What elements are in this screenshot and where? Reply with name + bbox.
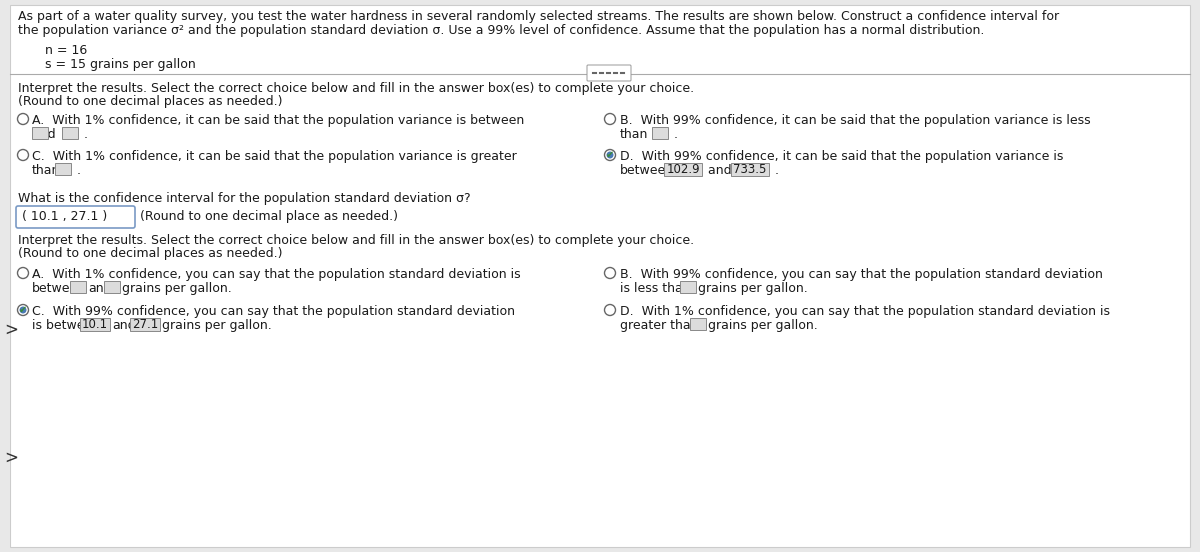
Text: is less than: is less than xyxy=(620,282,691,295)
Text: C.  With 1% confidence, it can be said that the population variance is greater: C. With 1% confidence, it can be said th… xyxy=(32,150,517,163)
Text: greater than: greater than xyxy=(620,319,698,332)
Text: ✔: ✔ xyxy=(606,150,614,160)
FancyBboxPatch shape xyxy=(690,318,706,330)
Text: (Round to one decimal places as needed.): (Round to one decimal places as needed.) xyxy=(18,247,282,260)
Text: A.  With 1% confidence, it can be said that the population variance is between: A. With 1% confidence, it can be said th… xyxy=(32,114,524,127)
Text: D.  With 99% confidence, it can be said that the population variance is: D. With 99% confidence, it can be said t… xyxy=(620,150,1063,163)
Text: Interpret the results. Select the correct choice below and fill in the answer bo: Interpret the results. Select the correc… xyxy=(18,234,694,247)
Text: between: between xyxy=(32,282,86,295)
FancyBboxPatch shape xyxy=(70,281,86,293)
Text: B.  With 99% confidence, you can say that the population standard deviation: B. With 99% confidence, you can say that… xyxy=(620,268,1103,281)
FancyBboxPatch shape xyxy=(104,281,120,293)
Text: grains per gallon.: grains per gallon. xyxy=(708,319,817,332)
Text: (Round to one decimal places as needed.): (Round to one decimal places as needed.) xyxy=(18,95,282,108)
FancyBboxPatch shape xyxy=(32,127,48,139)
Text: ✔: ✔ xyxy=(19,305,28,315)
FancyBboxPatch shape xyxy=(0,0,10,552)
Text: >: > xyxy=(4,321,18,339)
Text: than: than xyxy=(32,164,60,177)
Text: grains per gallon.: grains per gallon. xyxy=(122,282,232,295)
Text: 10.1: 10.1 xyxy=(82,318,108,331)
Text: What is the confidence interval for the population standard deviation σ?: What is the confidence interval for the … xyxy=(18,192,470,205)
FancyBboxPatch shape xyxy=(55,163,71,175)
FancyBboxPatch shape xyxy=(130,318,160,331)
FancyBboxPatch shape xyxy=(80,318,110,331)
Text: and: and xyxy=(112,319,136,332)
FancyBboxPatch shape xyxy=(10,5,1190,547)
Text: 102.9: 102.9 xyxy=(666,163,700,176)
Text: 733.5: 733.5 xyxy=(733,163,767,176)
Circle shape xyxy=(19,306,26,314)
FancyBboxPatch shape xyxy=(731,163,769,176)
Text: C.  With 99% confidence, you can say that the population standard deviation: C. With 99% confidence, you can say that… xyxy=(32,305,515,318)
Text: and: and xyxy=(32,128,55,141)
Text: .: . xyxy=(772,164,779,177)
Text: As part of a water quality survey, you test the water hardness in several random: As part of a water quality survey, you t… xyxy=(18,10,1060,23)
Text: grains per gallon.: grains per gallon. xyxy=(698,282,808,295)
Text: D.  With 1% confidence, you can say that the population standard deviation is: D. With 1% confidence, you can say that … xyxy=(620,305,1110,318)
Text: A.  With 1% confidence, you can say that the population standard deviation is: A. With 1% confidence, you can say that … xyxy=(32,268,521,281)
Text: and: and xyxy=(88,282,112,295)
FancyBboxPatch shape xyxy=(664,163,702,176)
Circle shape xyxy=(606,151,613,158)
Text: n = 16: n = 16 xyxy=(46,44,88,57)
Text: >: > xyxy=(4,449,18,467)
FancyBboxPatch shape xyxy=(652,127,668,139)
Text: s = 15 grains per gallon: s = 15 grains per gallon xyxy=(46,58,196,71)
Text: B.  With 99% confidence, it can be said that the population variance is less: B. With 99% confidence, it can be said t… xyxy=(620,114,1091,127)
Text: the population variance σ² and the population standard deviation σ. Use a 99% le: the population variance σ² and the popul… xyxy=(18,24,984,37)
Text: .: . xyxy=(80,128,88,141)
FancyBboxPatch shape xyxy=(62,127,78,139)
FancyBboxPatch shape xyxy=(680,281,696,293)
Text: is between: is between xyxy=(32,319,100,332)
Text: (Round to one decimal place as needed.): (Round to one decimal place as needed.) xyxy=(140,210,398,223)
Text: 27.1: 27.1 xyxy=(132,318,158,331)
Text: ( 10.1 , 27.1 ): ( 10.1 , 27.1 ) xyxy=(22,210,107,223)
Text: than: than xyxy=(620,128,648,141)
FancyBboxPatch shape xyxy=(16,206,134,228)
Text: .: . xyxy=(670,128,678,141)
Text: and: and xyxy=(704,164,732,177)
Text: Interpret the results. Select the correct choice below and fill in the answer bo: Interpret the results. Select the correc… xyxy=(18,82,694,95)
Text: grains per gallon.: grains per gallon. xyxy=(162,319,271,332)
FancyBboxPatch shape xyxy=(587,65,631,81)
Text: between: between xyxy=(620,164,674,177)
Text: .: . xyxy=(73,164,82,177)
